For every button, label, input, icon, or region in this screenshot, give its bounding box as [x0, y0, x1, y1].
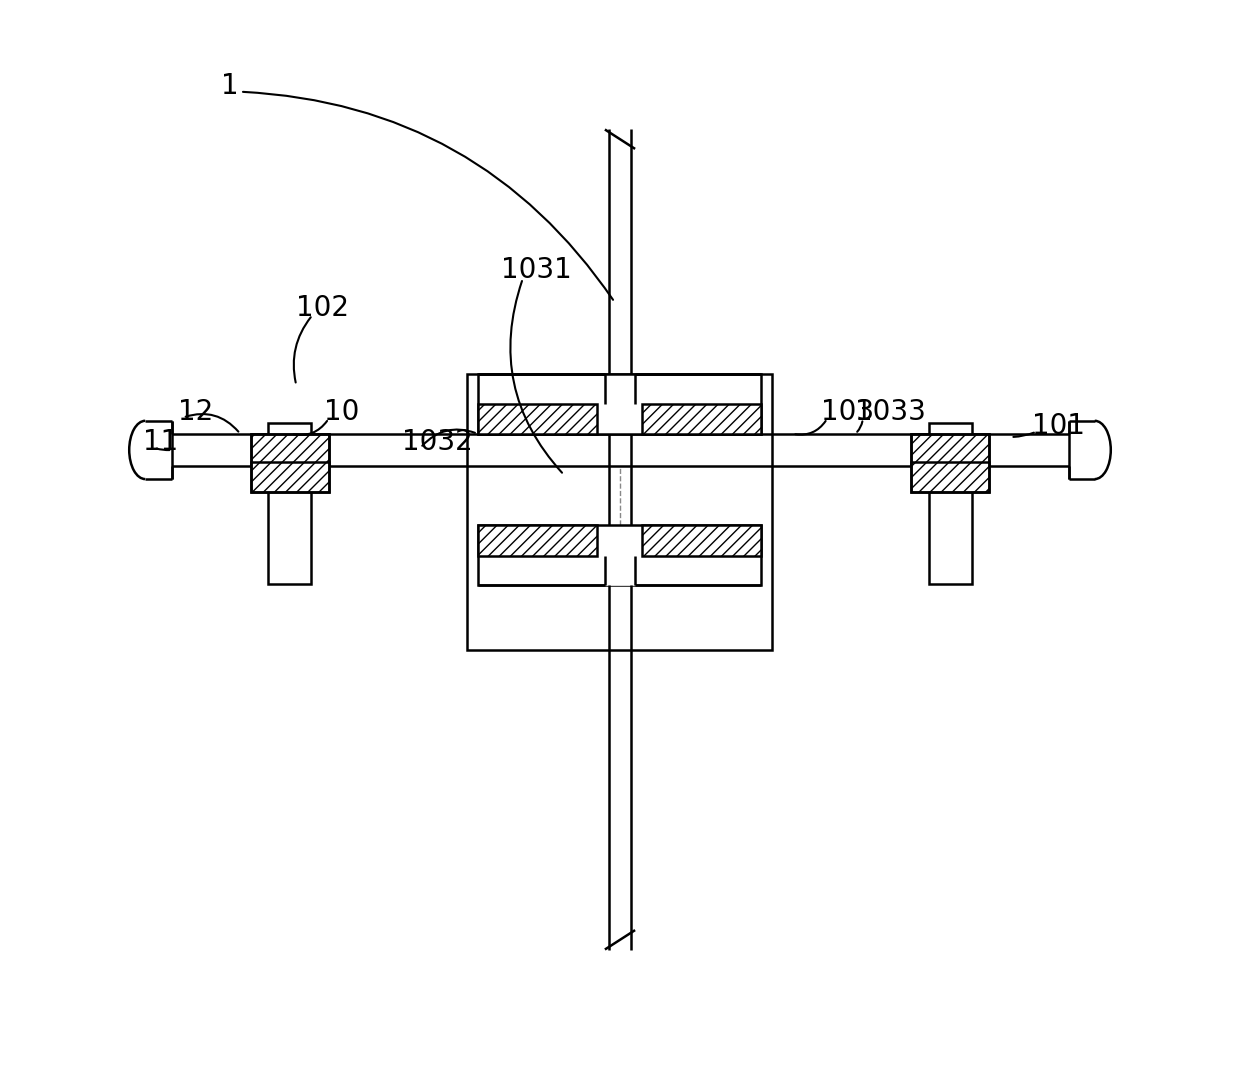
Bar [250, 434, 329, 464]
Text: 1033: 1033 [856, 398, 926, 426]
Bar [466, 374, 773, 650]
Bar [477, 525, 761, 585]
Bar [642, 404, 761, 434]
Text: 12: 12 [177, 398, 213, 426]
Text: 11: 11 [143, 428, 179, 456]
Bar [477, 525, 596, 556]
Text: 101: 101 [1032, 412, 1085, 440]
Text: 103: 103 [821, 398, 874, 426]
Text: 10: 10 [325, 398, 360, 426]
Text: 102: 102 [296, 293, 350, 322]
Bar [605, 374, 635, 404]
Text: 1: 1 [221, 72, 238, 100]
Bar [642, 525, 761, 556]
Bar [477, 374, 761, 434]
Bar [911, 434, 990, 464]
Bar [477, 404, 596, 434]
Bar [268, 423, 311, 584]
Bar [250, 434, 329, 492]
Bar [911, 462, 990, 492]
Bar [605, 556, 635, 585]
Text: 1032: 1032 [402, 428, 472, 456]
Bar [911, 434, 990, 492]
Text: 1031: 1031 [501, 256, 572, 284]
Bar [929, 423, 972, 584]
Bar [250, 462, 329, 492]
